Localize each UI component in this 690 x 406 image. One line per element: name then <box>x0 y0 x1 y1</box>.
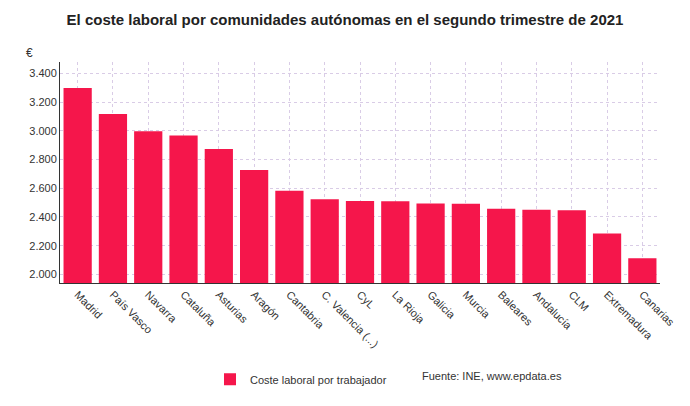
svg-text:3.000: 3.000 <box>29 125 57 137</box>
svg-text:Baleares: Baleares <box>496 289 536 329</box>
svg-text:Cantabria: Cantabria <box>284 289 327 332</box>
svg-text:Coste laboral por trabajador: Coste laboral por trabajador <box>250 374 387 386</box>
svg-text:Navarra: Navarra <box>143 289 180 326</box>
svg-text:3.400: 3.400 <box>29 67 57 79</box>
svg-text:Madrid: Madrid <box>72 289 104 321</box>
svg-text:Fuente: INE, www.epdata.es: Fuente: INE, www.epdata.es <box>422 370 562 382</box>
svg-text:Canarias: Canarias <box>637 289 677 329</box>
svg-text:€: € <box>26 46 33 60</box>
svg-text:Cataluña: Cataluña <box>178 289 218 329</box>
svg-text:Murcia: Murcia <box>461 289 493 321</box>
svg-text:2.000: 2.000 <box>29 268 57 280</box>
svg-text:Aragón: Aragón <box>249 289 283 323</box>
svg-text:2.200: 2.200 <box>29 240 57 252</box>
svg-text:2.400: 2.400 <box>29 211 57 223</box>
svg-text:2.600: 2.600 <box>29 182 57 194</box>
svg-text:C. Valencia (...): C. Valencia (...) <box>319 289 381 351</box>
svg-text:Extremadura: Extremadura <box>602 289 656 343</box>
svg-text:Galicia: Galicia <box>425 289 458 322</box>
svg-text:3.200: 3.200 <box>29 96 57 108</box>
svg-text:2.800: 2.800 <box>29 153 57 165</box>
svg-text:La Rioja: La Rioja <box>390 289 428 327</box>
svg-text:País Vasco: País Vasco <box>108 289 155 336</box>
svg-text:CLM: CLM <box>566 289 591 314</box>
svg-text:El coste laboral por comunidad: El coste laboral por comunidades autónom… <box>67 11 624 28</box>
svg-text:Andalucía: Andalucía <box>531 289 575 333</box>
svg-text:Asturias: Asturias <box>214 289 251 326</box>
svg-text:CyL: CyL <box>355 289 377 311</box>
